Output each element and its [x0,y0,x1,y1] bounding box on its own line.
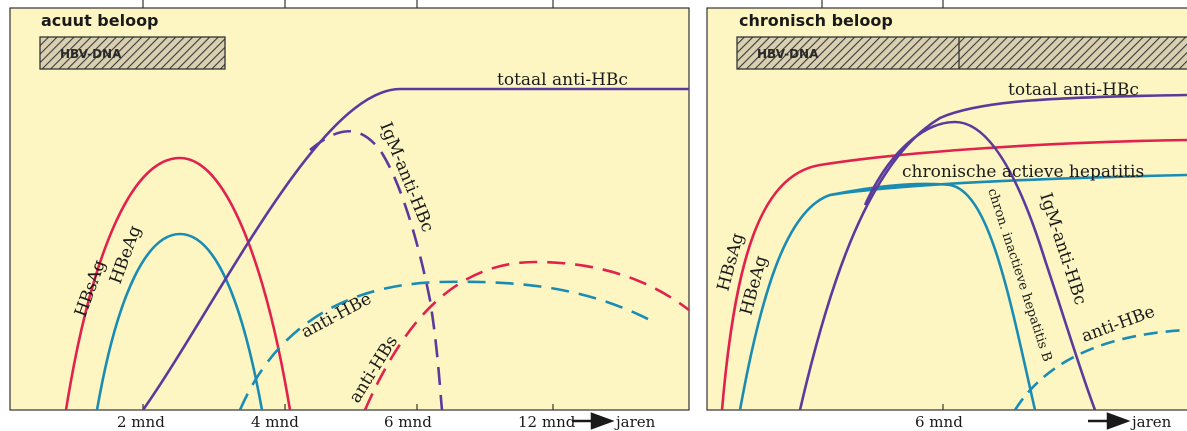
acute-hbv-dna-bar [39,36,226,70]
chronic-label-active-hepatitis: chronische actieve hepatitis [902,162,1144,182]
chronic-title: chronisch beloop [739,11,893,30]
chronic-hbv-dna-label: HBV-DNA [757,47,819,61]
acute-hbsag-curve [64,156,292,410]
chronic-hbeag-curve [738,182,1037,410]
chronic-label-total-anti-hbc: totaal anti-HBc [1008,80,1139,100]
acute-hbeag-curve [95,232,264,410]
acute-anti-hbs-curve [363,260,689,410]
acute-total-anti-hbc-curve [141,87,689,410]
acute-igm-anti-hbc-curve [309,129,444,410]
chronic-tick-6mnd: 6 mnd [915,413,963,431]
chronic-panel: chronisch beloop HBV-DNA totaal anti-HBc… [706,0,1187,431]
acute-anti-hbe-curve [238,280,651,410]
acute-label-total-anti-hbc: totaal anti-HBc [497,70,628,90]
acute-hbv-dna-label: HBV-DNA [60,47,122,61]
acute-panel: acuut beloop HBV-DNA totaal anti-HBc IgM… [9,0,690,431]
chronic-time-arrow-icon [1088,412,1131,430]
chronic-igm-anti-hbc-curve [863,120,1097,410]
acute-tick-12mnd: 12 mnd [518,413,576,431]
acute-tick-4mnd: 4 mnd [251,413,299,431]
chronic-tick-jaren: jaren [1130,413,1172,431]
acute-tick-6mnd: 6 mnd [384,413,432,431]
chronic-anti-hbe-curve [1013,328,1187,410]
acute-tick-jaren: jaren [614,413,656,431]
chronic-total-anti-hbc-curve [798,93,1187,410]
acute-tick-2mnd: 2 mnd [117,413,165,431]
chronic-hbsag-curve [720,138,1187,410]
acute-time-arrow-icon [572,412,615,430]
chronic-hbv-dna-bar [736,36,1187,70]
chronic-active-hepatitis-curve [829,173,1187,197]
acute-title: acuut beloop [41,11,159,30]
